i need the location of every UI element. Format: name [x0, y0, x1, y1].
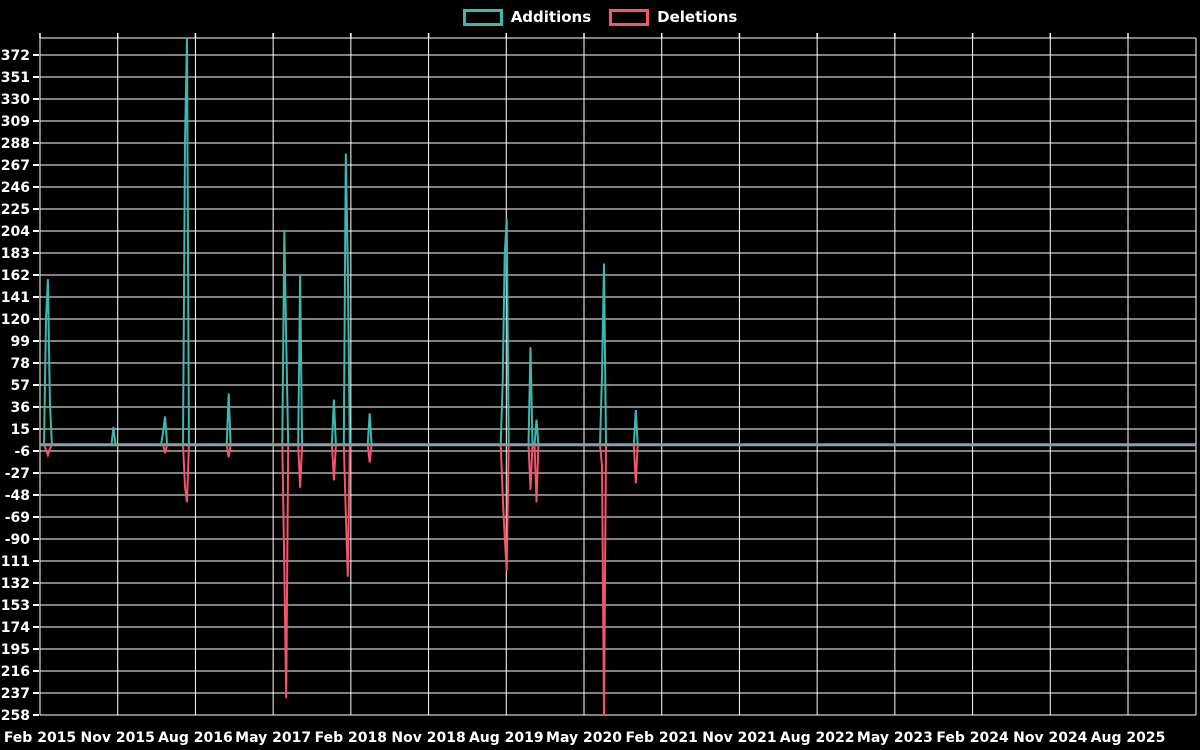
y-axis-tick-label: 120 — [1, 312, 30, 328]
deletions-spike-line — [499, 444, 510, 571]
y-axis-tick-label: 15 — [11, 422, 30, 438]
y-axis-tick-label: -132 — [0, 576, 30, 592]
deletions-spike-line — [162, 444, 169, 454]
additions-spike-line — [527, 347, 534, 445]
deletions-spike-line — [533, 444, 540, 503]
additions-spike-line — [342, 153, 351, 445]
x-axis-tick-label: May 2017 — [235, 730, 311, 746]
y-axis-tick-label: -174 — [0, 620, 30, 636]
y-axis-tick-label: 99 — [11, 334, 30, 350]
x-axis-tick-label: Feb 2021 — [626, 730, 698, 746]
x-axis-tick-label: Nov 2024 — [1013, 730, 1088, 746]
x-axis-tick-label: Feb 2024 — [936, 730, 1009, 746]
y-axis-tick-label: -6 — [14, 444, 30, 460]
y-axis-tick-label: 225 — [1, 202, 30, 218]
y-axis-tick-label: 351 — [1, 70, 30, 86]
additions-spike-line — [366, 413, 373, 445]
x-axis-tick-label: Feb 2018 — [315, 730, 387, 746]
additions-spike-line — [225, 393, 232, 445]
deletions-spike-line — [366, 444, 373, 463]
deletions-legend-swatch — [609, 8, 650, 26]
additions-spike-line — [533, 419, 540, 445]
additions-legend-swatch — [462, 8, 503, 26]
y-axis-tick-label: 246 — [1, 180, 30, 196]
y-axis-tick-label: 57 — [11, 378, 30, 394]
additions-spike-line — [160, 416, 169, 445]
y-axis-tick-label: 288 — [1, 136, 30, 152]
deletions-spike-line — [527, 444, 534, 490]
y-axis-tick-label: -216 — [0, 664, 30, 680]
deletions-spike-line — [43, 444, 53, 459]
additions-spike-line — [43, 279, 53, 445]
x-axis-tick-label: May 2023 — [857, 730, 933, 746]
deletions-spike-line — [281, 444, 290, 699]
y-axis-tick-label: -153 — [0, 598, 30, 614]
additions-spike-line — [281, 229, 290, 445]
legend-item-deletions[interactable]: Deletions — [609, 8, 737, 26]
deletions-spike-line — [342, 444, 351, 577]
y-axis-tick-label: 372 — [1, 48, 30, 64]
x-axis-tick-label: Nov 2021 — [702, 730, 776, 746]
y-axis-tick-label: 141 — [1, 290, 30, 306]
y-axis-tick-label: 309 — [1, 114, 30, 130]
y-axis-tick-label: -258 — [0, 708, 30, 724]
additions-spike-line — [499, 218, 510, 445]
deletions-legend-label: Deletions — [657, 8, 738, 26]
x-axis-tick-label: Aug 2025 — [1091, 730, 1166, 746]
y-axis-tick-label: 162 — [1, 268, 30, 284]
x-axis-tick-label: Nov 2018 — [391, 730, 465, 746]
y-axis-tick-label: 330 — [1, 92, 30, 108]
y-axis-tick-label: 78 — [11, 356, 30, 372]
x-axis-tick-label: Feb 2015 — [4, 730, 76, 746]
additions-spike-line — [632, 410, 639, 445]
deletions-spike-line — [599, 444, 607, 715]
y-axis-tick-label: 36 — [11, 400, 30, 416]
y-axis-tick-label: -69 — [5, 510, 30, 526]
legend-item-additions[interactable]: Additions — [462, 8, 592, 26]
y-axis-tick-label: -27 — [5, 466, 30, 482]
y-axis-tick-label: -90 — [5, 532, 31, 548]
y-axis-tick-label: 204 — [1, 224, 30, 240]
y-axis-tick-label: -111 — [0, 554, 30, 570]
y-axis-tick-label: -237 — [0, 686, 30, 702]
chart-legend: Additions Deletions — [0, 8, 1200, 26]
y-axis-tick-label: 183 — [1, 246, 30, 262]
deletions-spike-line — [182, 444, 190, 503]
x-axis-tick-label: Aug 2022 — [780, 730, 855, 746]
additions-spike-line — [110, 426, 117, 445]
x-axis-tick-label: May 2020 — [546, 730, 622, 746]
y-axis-tick-label: 267 — [1, 158, 30, 174]
additions-spike-line — [182, 38, 190, 445]
y-axis-tick-label: -195 — [0, 642, 30, 658]
x-axis-tick-label: Aug 2016 — [158, 730, 233, 746]
additions-legend-label: Additions — [510, 8, 592, 26]
additions-spike-line — [297, 275, 304, 445]
plot-area[interactable] — [40, 38, 1196, 715]
additions-spike-line — [330, 399, 337, 445]
deletions-spike-line — [225, 444, 232, 458]
deletions-spike-line — [330, 444, 337, 481]
x-axis-tick-label: Nov 2015 — [81, 730, 155, 746]
y-axis-tick-label: -48 — [5, 488, 30, 504]
deletions-spike-line — [297, 444, 304, 488]
deletions-spike-line — [632, 444, 639, 484]
x-axis-tick-label: Aug 2019 — [469, 730, 544, 746]
additions-spike-line — [599, 263, 607, 445]
